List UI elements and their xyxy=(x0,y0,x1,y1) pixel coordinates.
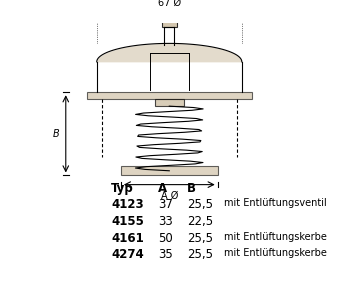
Text: 37: 37 xyxy=(158,199,173,212)
Text: A: A xyxy=(158,182,167,195)
FancyBboxPatch shape xyxy=(162,20,177,27)
Text: mit Entlüftungskerbe: mit Entlüftungskerbe xyxy=(224,248,327,258)
FancyBboxPatch shape xyxy=(87,92,252,99)
Text: 25,5: 25,5 xyxy=(187,248,213,261)
Text: 50: 50 xyxy=(158,232,173,245)
Text: 4155: 4155 xyxy=(111,215,144,228)
FancyBboxPatch shape xyxy=(121,166,218,176)
Text: 67 Ø: 67 Ø xyxy=(158,0,181,8)
Text: A Ø: A Ø xyxy=(161,191,178,201)
Text: mit Entlüftungskerbe: mit Entlüftungskerbe xyxy=(224,232,327,242)
Text: 4161: 4161 xyxy=(111,232,144,245)
Text: 25,5: 25,5 xyxy=(187,232,213,245)
FancyBboxPatch shape xyxy=(155,99,184,106)
Text: 25,5: 25,5 xyxy=(187,199,213,212)
Text: 33: 33 xyxy=(158,215,173,228)
Text: 4274: 4274 xyxy=(111,248,144,261)
Text: mit Entlüftungsventil: mit Entlüftungsventil xyxy=(224,199,327,208)
Text: Typ: Typ xyxy=(111,182,134,195)
Text: 35: 35 xyxy=(158,248,173,261)
Text: B: B xyxy=(187,182,196,195)
Text: 22,5: 22,5 xyxy=(187,215,213,228)
Text: 4123: 4123 xyxy=(111,199,144,212)
Text: B: B xyxy=(52,129,59,139)
